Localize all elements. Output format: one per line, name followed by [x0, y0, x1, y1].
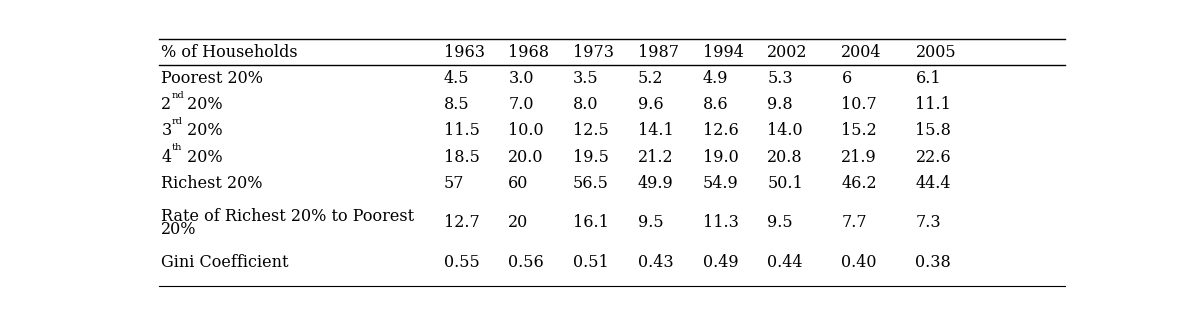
Text: 11.5: 11.5 — [443, 122, 479, 139]
Text: 12.5: 12.5 — [573, 122, 609, 139]
Text: 19.0: 19.0 — [702, 149, 738, 166]
Text: 49.9: 49.9 — [638, 175, 673, 192]
Text: 11.3: 11.3 — [702, 214, 738, 231]
Text: 16.1: 16.1 — [573, 214, 609, 231]
Text: 0.44: 0.44 — [768, 254, 802, 271]
Text: 46.2: 46.2 — [842, 175, 878, 192]
Text: Richest 20%: Richest 20% — [161, 175, 263, 192]
Text: 0.55: 0.55 — [443, 254, 479, 271]
Text: 9.8: 9.8 — [768, 96, 793, 113]
Text: 7.7: 7.7 — [842, 214, 867, 231]
Text: 20.0: 20.0 — [509, 149, 543, 166]
Text: 11.1: 11.1 — [916, 96, 952, 113]
Text: 20: 20 — [509, 214, 529, 231]
Text: Rate of Richest 20% to Poorest: Rate of Richest 20% to Poorest — [161, 208, 414, 225]
Text: 57: 57 — [443, 175, 464, 192]
Text: 2: 2 — [161, 96, 172, 113]
Text: 0.49: 0.49 — [702, 254, 738, 271]
Text: 10.0: 10.0 — [509, 122, 544, 139]
Text: 54.9: 54.9 — [702, 175, 738, 192]
Text: 7.3: 7.3 — [916, 214, 941, 231]
Text: 4: 4 — [161, 149, 172, 166]
Text: th: th — [172, 143, 181, 152]
Text: 14.0: 14.0 — [768, 122, 804, 139]
Text: 3.5: 3.5 — [573, 70, 598, 87]
Text: 8.6: 8.6 — [702, 96, 728, 113]
Text: 20%: 20% — [161, 221, 197, 238]
Text: 1973: 1973 — [573, 43, 614, 61]
Text: 1968: 1968 — [509, 43, 549, 61]
Text: 7.0: 7.0 — [509, 96, 534, 113]
Text: 0.51: 0.51 — [573, 254, 609, 271]
Text: Poorest 20%: Poorest 20% — [161, 70, 264, 87]
Text: 2002: 2002 — [768, 43, 808, 61]
Text: nd: nd — [172, 90, 184, 99]
Text: 21.2: 21.2 — [638, 149, 673, 166]
Text: 18.5: 18.5 — [443, 149, 479, 166]
Text: 0.40: 0.40 — [842, 254, 876, 271]
Text: 22.6: 22.6 — [916, 149, 952, 166]
Text: 44.4: 44.4 — [916, 175, 950, 192]
Text: 15.2: 15.2 — [842, 122, 878, 139]
Text: Gini Coefficient: Gini Coefficient — [161, 254, 289, 271]
Text: 14.1: 14.1 — [638, 122, 673, 139]
Text: rd: rd — [172, 117, 183, 126]
Text: 20.8: 20.8 — [768, 149, 804, 166]
Text: 4.9: 4.9 — [702, 70, 728, 87]
Text: 5.3: 5.3 — [768, 70, 793, 87]
Text: 6: 6 — [842, 70, 851, 87]
Text: 3: 3 — [161, 122, 172, 139]
Text: 9.5: 9.5 — [768, 214, 793, 231]
Text: 12.7: 12.7 — [443, 214, 479, 231]
Text: 1987: 1987 — [638, 43, 679, 61]
Text: 12.6: 12.6 — [702, 122, 738, 139]
Text: 8.5: 8.5 — [443, 96, 469, 113]
Text: 2004: 2004 — [842, 43, 882, 61]
Text: 19.5: 19.5 — [573, 149, 609, 166]
Text: 8.0: 8.0 — [573, 96, 598, 113]
Text: 10.7: 10.7 — [842, 96, 878, 113]
Text: 5.2: 5.2 — [638, 70, 664, 87]
Text: 4.5: 4.5 — [443, 70, 469, 87]
Text: 9.5: 9.5 — [638, 214, 664, 231]
Text: % of Households: % of Households — [161, 43, 298, 61]
Text: 21.9: 21.9 — [842, 149, 878, 166]
Text: 9.6: 9.6 — [638, 96, 664, 113]
Text: 15.8: 15.8 — [916, 122, 952, 139]
Text: 20%: 20% — [181, 96, 222, 113]
Text: 20%: 20% — [181, 149, 222, 166]
Text: 60: 60 — [509, 175, 529, 192]
Text: 2005: 2005 — [916, 43, 956, 61]
Text: 0.56: 0.56 — [509, 254, 544, 271]
Text: 0.43: 0.43 — [638, 254, 673, 271]
Text: 3.0: 3.0 — [509, 70, 534, 87]
Text: 50.1: 50.1 — [768, 175, 804, 192]
Text: 1963: 1963 — [443, 43, 485, 61]
Text: 0.38: 0.38 — [916, 254, 952, 271]
Text: 56.5: 56.5 — [573, 175, 609, 192]
Text: 20%: 20% — [181, 122, 222, 139]
Text: 1994: 1994 — [702, 43, 744, 61]
Text: 6.1: 6.1 — [916, 70, 941, 87]
